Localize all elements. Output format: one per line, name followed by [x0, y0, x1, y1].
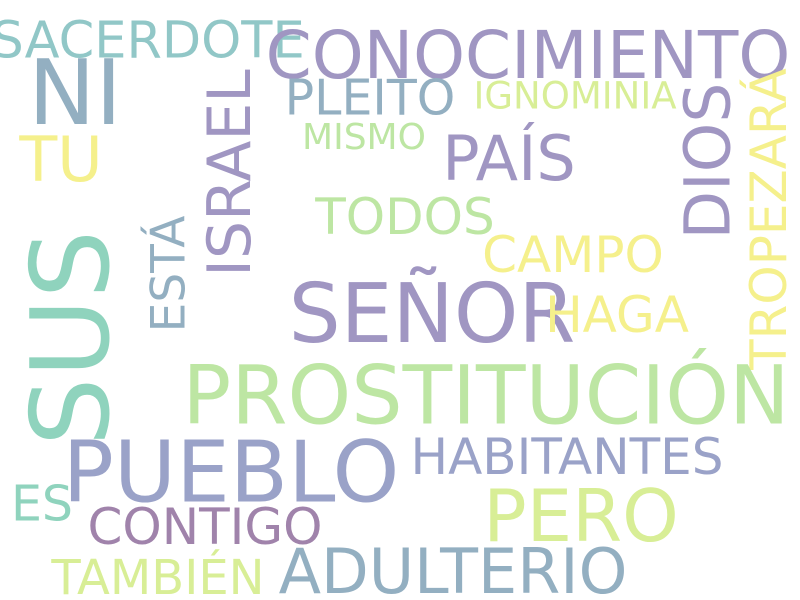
word-sus: SUS [9, 229, 134, 447]
word-pais: PAÍS [442, 122, 576, 195]
word-haga: HAGA [545, 286, 689, 344]
word-habitantes: HABITANTES [410, 428, 724, 486]
word-pleito: PLEITO [284, 69, 456, 127]
word-tu: TU [19, 123, 103, 196]
word-conocimiento: CONOCIMIENTO [265, 17, 791, 94]
word-pero: PERO [483, 474, 679, 558]
word-sacerdote: SACERDOTE [0, 11, 305, 71]
word-israel: ISRAEL [195, 69, 265, 277]
word-dios: DIOS [671, 82, 745, 240]
word-esta: ESTÁ [141, 215, 197, 333]
word-es: ES [10, 475, 74, 533]
word-pueblo: PUEBLO [62, 423, 400, 523]
word-mismo: MISMO [302, 117, 426, 158]
word-prostitucion: PROSTITUCIÓN [182, 349, 790, 444]
word-senor: SEÑOR [288, 267, 576, 362]
word-contigo: CONTIGO [87, 498, 323, 556]
word-ignominia: IGNOMINIA [473, 74, 677, 118]
word-adulterio: ADULTERIO [278, 535, 628, 600]
word-todos: TODOS [315, 188, 495, 246]
word-tambien: TAMBIÉN [51, 550, 265, 600]
word-tropezara: TROPEZARÁ [740, 68, 798, 370]
word-campo: CAMPO [482, 226, 664, 284]
word-ni: NI [28, 41, 122, 146]
